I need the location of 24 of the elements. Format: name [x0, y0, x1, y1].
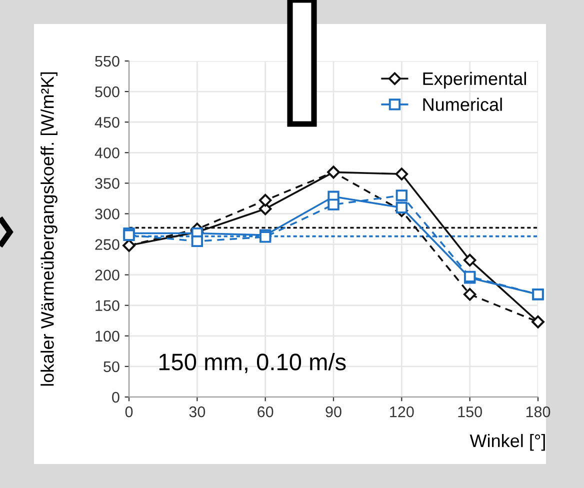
x-tick-label: 0 [125, 406, 133, 418]
y-tick-label: 500 [95, 86, 120, 98]
y-tick-label: 100 [96, 330, 120, 342]
y-tick-label: 550 [95, 56, 120, 67]
x-tick-label: 150 [458, 406, 482, 418]
y-tick-label: 350 [95, 178, 120, 189]
y-tick-label: 150 [96, 300, 120, 312]
x-tick-label: 90 [326, 406, 342, 418]
x-tick-label: 60 [258, 406, 274, 418]
y-tick-label: 400 [94, 148, 120, 158]
y-tick-label: 250 [95, 239, 120, 250]
legend-label: Experimental [423, 72, 526, 89]
x-tick-label: 30 [189, 406, 206, 418]
y-axis-title: lokaler Wärmeübergangskoeff. [W/m²K] [40, 72, 58, 386]
y-tick-label: 50 [104, 361, 120, 372]
annotation: 150 mm, 0.10 m/s [159, 353, 346, 374]
x-tick-label: 180 [526, 406, 550, 418]
y-tick-label: 450 [94, 116, 120, 128]
y-tick-label: 200 [95, 270, 120, 281]
y-tick-label: 300 [95, 208, 120, 220]
y-tick-label: 0 [112, 392, 120, 403]
x-axis-title: Winkel [°] [470, 434, 545, 451]
legend-label: Numerical [423, 98, 502, 111]
x-tick-label: 120 [390, 406, 414, 418]
